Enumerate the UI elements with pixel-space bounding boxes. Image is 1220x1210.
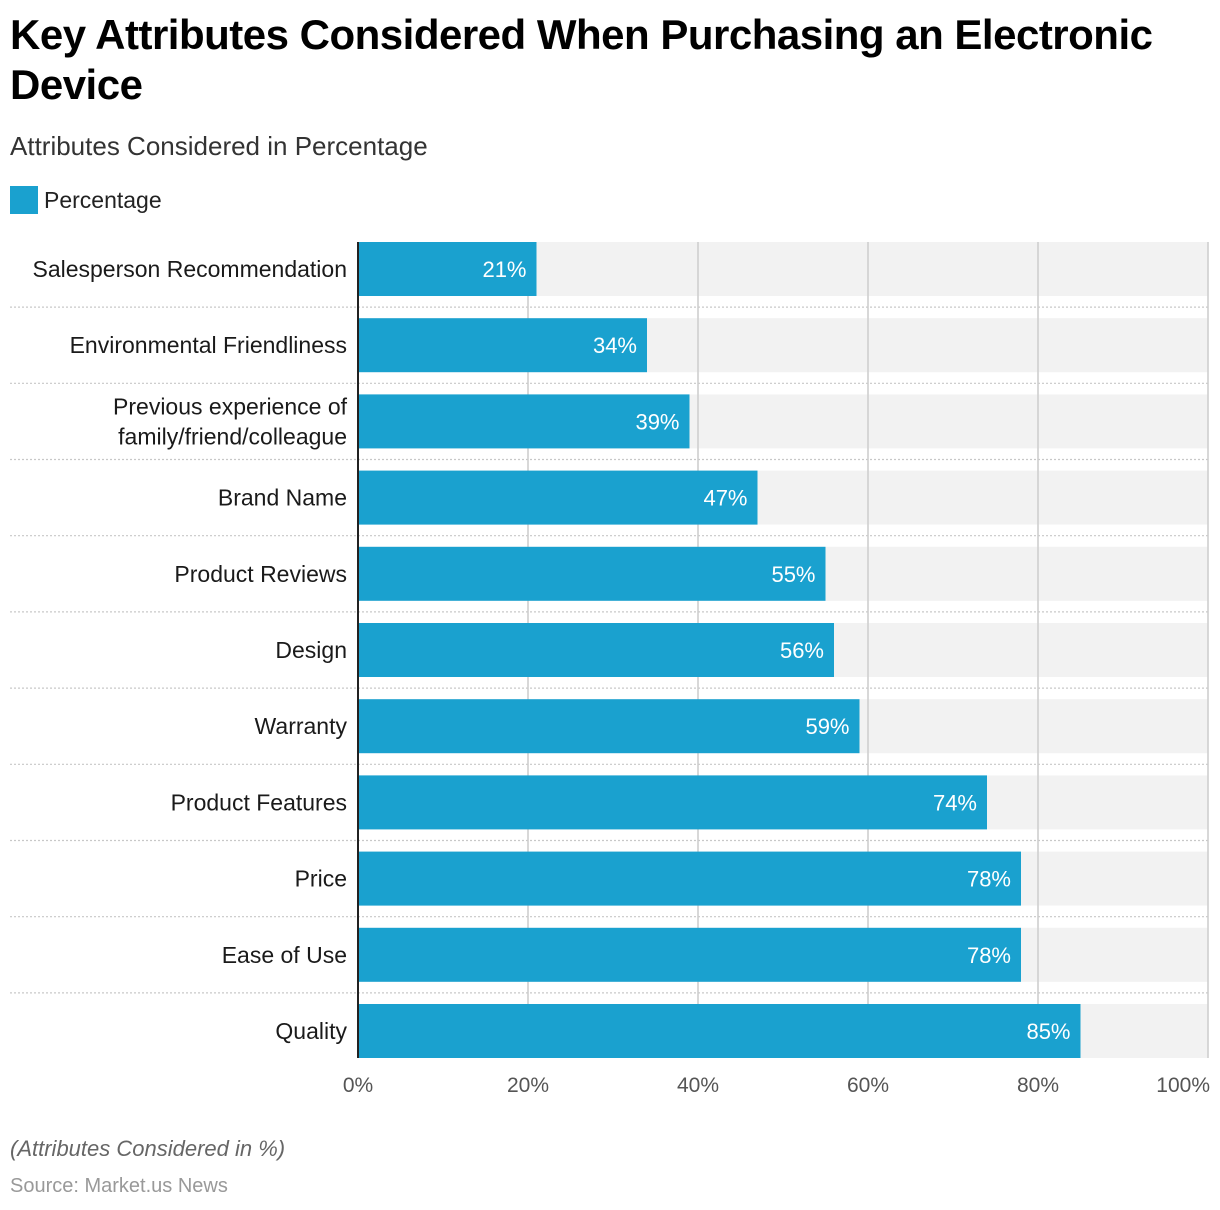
- chart-subtitle: Attributes Considered in Percentage: [10, 131, 428, 161]
- bar: [358, 546, 826, 601]
- category-label: Product Features: [171, 789, 347, 815]
- bar-value-label: 55%: [771, 562, 815, 587]
- bar: [358, 775, 987, 830]
- bar: [358, 927, 1021, 982]
- bar: [358, 242, 537, 296]
- bar: [358, 394, 690, 449]
- x-tick-label: 40%: [677, 1074, 719, 1097]
- category-label: Warranty: [255, 713, 348, 739]
- bar-value-label: 47%: [703, 486, 747, 511]
- bar-value-label: 59%: [805, 714, 849, 739]
- category-label: Previous experience of: [113, 393, 348, 419]
- category-label: Design: [275, 637, 347, 663]
- bar: [358, 699, 860, 754]
- category-label: Quality: [275, 1018, 347, 1044]
- bar-value-label: 56%: [780, 638, 824, 663]
- bar: [358, 623, 834, 677]
- category-label: Salesperson Recommendation: [32, 256, 347, 282]
- bar-value-label: 78%: [967, 867, 1011, 892]
- bar-value-label: 85%: [1026, 1019, 1070, 1044]
- x-tick-label: 60%: [847, 1074, 889, 1097]
- bar: [358, 470, 758, 525]
- bar-value-label: 21%: [482, 257, 526, 282]
- category-label: Ease of Use: [222, 942, 347, 968]
- bar-value-label: 74%: [933, 790, 977, 815]
- category-label: Price: [295, 866, 347, 892]
- footnote: (Attributes Considered in %): [10, 1136, 286, 1161]
- x-tick-label: 100%: [1156, 1074, 1210, 1097]
- category-label: Product Reviews: [174, 561, 347, 587]
- legend-swatch: [10, 186, 38, 214]
- bar-value-label: 34%: [593, 333, 637, 358]
- x-tick-label: 20%: [507, 1074, 549, 1097]
- bar-value-label: 39%: [635, 409, 679, 434]
- category-label: family/friend/colleague: [118, 423, 347, 449]
- bar: [358, 851, 1021, 906]
- bar: [358, 1004, 1081, 1058]
- category-label: Brand Name: [218, 485, 347, 511]
- x-tick-label: 80%: [1017, 1074, 1059, 1097]
- legend: Percentage: [10, 186, 162, 214]
- bar: [358, 318, 647, 373]
- bar-value-label: 78%: [967, 943, 1011, 968]
- source-note: Source: Market.us News: [10, 1175, 228, 1197]
- bar-chart: 21% Salesperson Recommendation 34% Environm…: [10, 242, 1210, 1097]
- x-tick-label: 0%: [343, 1074, 373, 1097]
- category-label: Environmental Friendliness: [70, 332, 347, 358]
- chart-title: Key Attributes Considered When Purchasin…: [10, 11, 1153, 108]
- legend-label: Percentage: [44, 186, 162, 213]
